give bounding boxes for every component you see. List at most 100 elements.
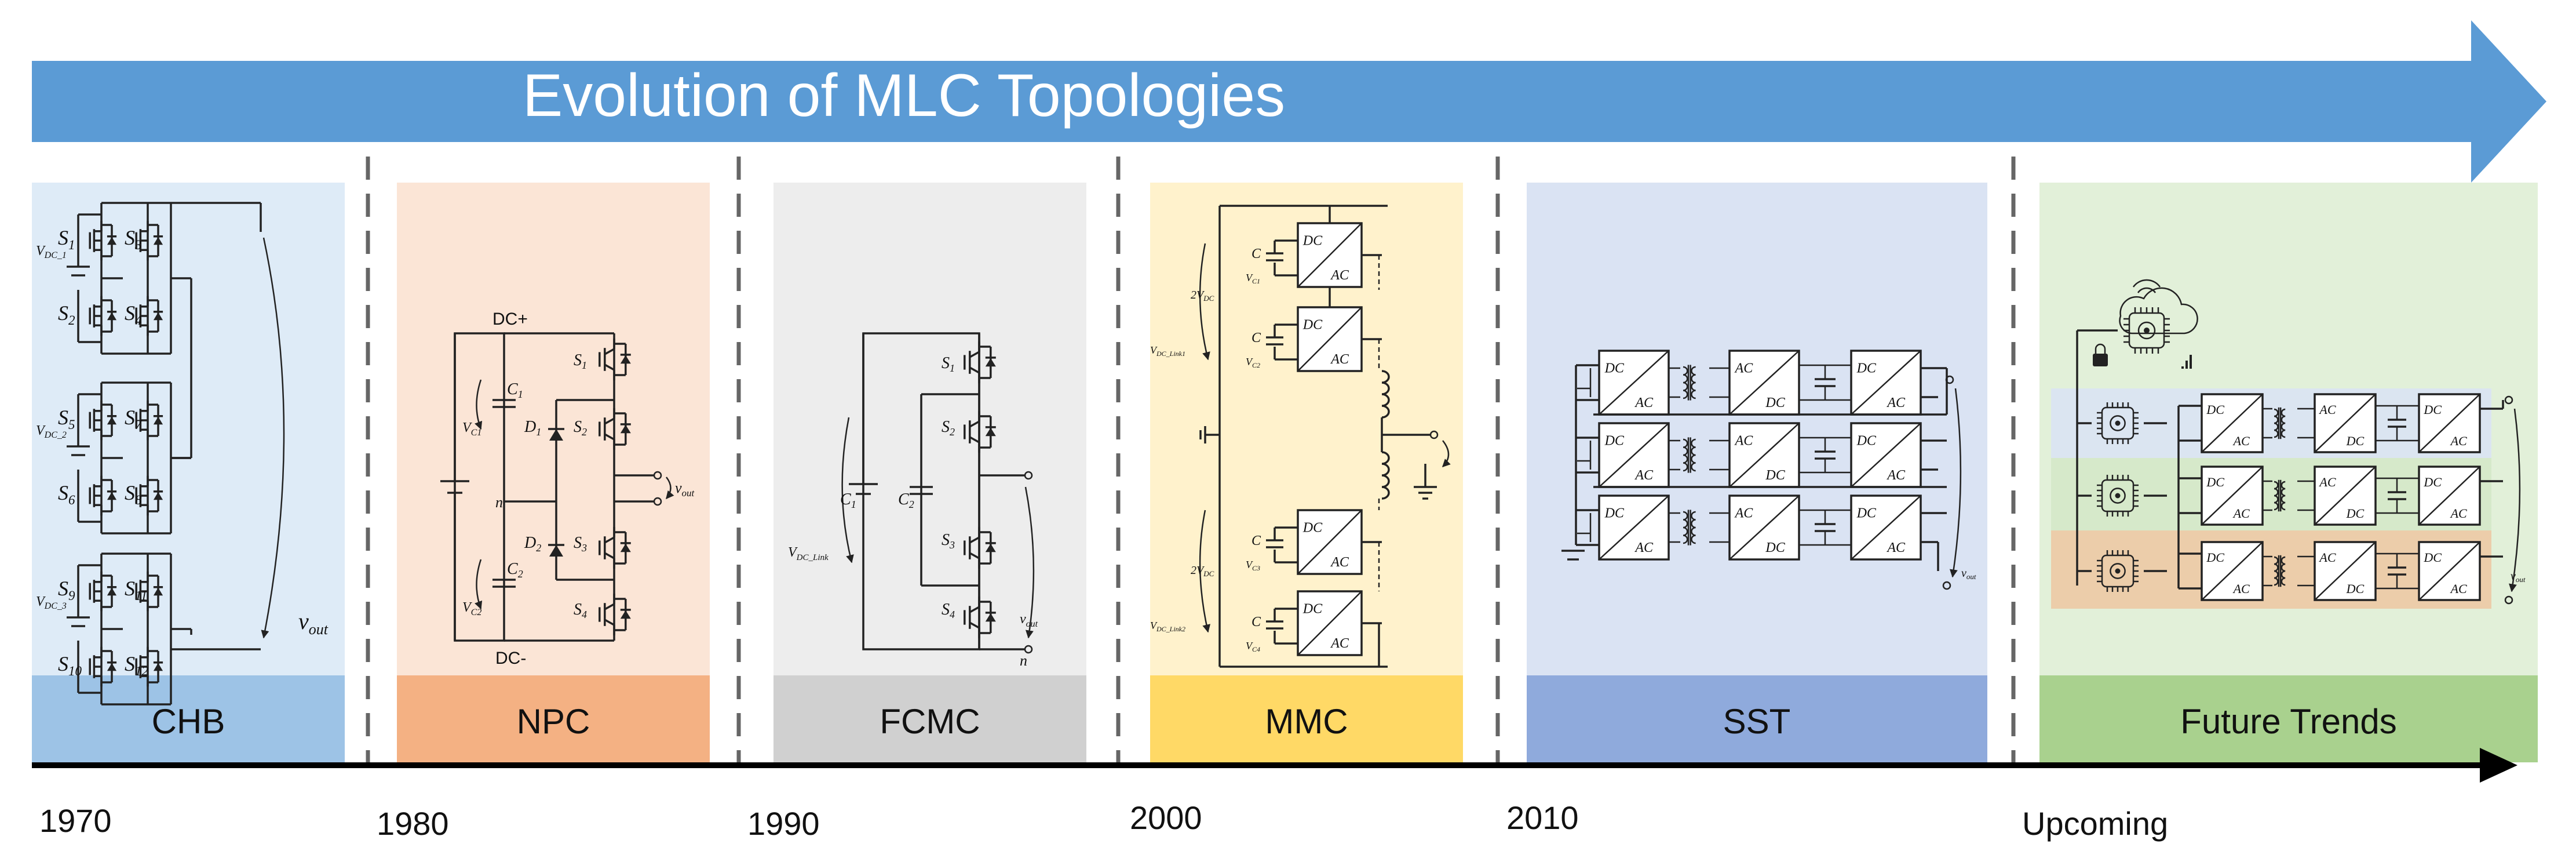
transformer-symbol <box>1683 437 1696 473</box>
converter-module: DC AC <box>2201 466 2264 526</box>
converter-module: DC AC <box>1297 306 1363 372</box>
converter-top-label: DC <box>2423 402 2442 417</box>
switch-symbol <box>89 296 117 336</box>
converter-module: DC AC <box>2201 393 2264 453</box>
svg-text:S2: S2 <box>942 418 955 438</box>
switch-symbol <box>135 571 163 612</box>
converter-module: DC AC <box>1598 350 1670 416</box>
npc-circuit: DC+ DC- n C1 C2 VC1 VC2 D1 D2 S1 S2 S3 S… <box>440 310 695 668</box>
converter-module: AC DC <box>2314 393 2377 453</box>
switch-symbol <box>89 646 117 687</box>
fcmc-band <box>773 675 1086 762</box>
svg-text:S1: S1 <box>942 354 955 374</box>
mmc-2vdc-label: 2VDC <box>1191 289 1214 303</box>
svg-text:S2: S2 <box>574 418 587 438</box>
panel-chb: CHB <box>32 183 345 762</box>
switch-symbol <box>964 597 996 638</box>
switch-symbol <box>89 571 117 612</box>
transformer-symbol <box>1683 510 1696 546</box>
mmc-circuit: DC AC C VC1 DC AC C VC2 DC AC C VC3 DC AC C VC4 2VDC 2VDC… <box>1150 205 1451 668</box>
converter-bottom-label: AC <box>1886 540 1906 555</box>
year-1970: 1970 <box>39 802 112 839</box>
converter-bottom-label: AC <box>1886 468 1906 483</box>
controller-chip-icon <box>2097 475 2139 517</box>
mmc-vcap-label: VC3 <box>1246 559 1260 572</box>
converter-module: DC AC <box>1297 590 1363 656</box>
converter-module: DC AC <box>1850 350 1922 416</box>
converter-top-label: DC <box>2206 475 2224 489</box>
switch-symbol <box>89 220 117 261</box>
transformer-symbol <box>2274 555 2286 587</box>
svg-text:D2: D2 <box>524 534 541 554</box>
converter-module: DC AC <box>1297 222 1363 288</box>
converter-top-label: DC <box>1604 506 1625 521</box>
svg-text:S3: S3 <box>574 534 587 554</box>
converter-bottom-label: AC <box>2450 434 2467 448</box>
future-label: Future Trends <box>2180 702 2397 741</box>
converter-top-label: AC <box>2318 550 2336 565</box>
converter-top-label: DC <box>1856 361 1877 376</box>
lock-icon <box>2093 354 2108 366</box>
chb-switch-label: S9 <box>58 577 75 603</box>
converter-bottom-label: AC <box>2232 506 2250 521</box>
npc-label: NPC <box>517 702 590 741</box>
converter-bottom-label: AC <box>1330 352 1349 367</box>
chb-switch-label: S1 <box>58 226 75 252</box>
sst-band <box>1527 675 1987 762</box>
converter-bottom-label: AC <box>1634 468 1654 483</box>
transformer-symbol <box>2274 407 2286 439</box>
switch-symbol <box>964 341 996 383</box>
converter-bottom-label: AC <box>1330 636 1349 651</box>
sst-circuit: DC AC AC DC DC AC DC AC AC DC DC AC DC AC AC DC DC AC vout <box>1561 350 1976 590</box>
era-separators <box>366 157 2016 762</box>
svg-text:S4: S4 <box>942 601 955 620</box>
svg-text:C2: C2 <box>507 560 523 580</box>
converter-module: DC AC <box>1598 495 1670 561</box>
converter-top-label: DC <box>1604 433 1625 448</box>
controller-chip-icon <box>2123 307 2170 354</box>
converter-top-label: DC <box>1302 520 1323 535</box>
converter-module: DC AC <box>1297 509 1363 575</box>
chb-switch-label: S7 <box>125 406 143 432</box>
npc-band <box>397 675 710 762</box>
svg-text:VC1: VC1 <box>462 420 481 438</box>
mmc-vlink-label: VDC_Link1 <box>1150 344 1185 358</box>
fcmc-label: FCMC <box>880 702 980 741</box>
converter-module: DC AC <box>2418 393 2481 453</box>
switch-symbol <box>89 475 117 516</box>
svg-text:vout: vout <box>1020 612 1038 629</box>
converter-module: DC AC <box>1850 495 1922 561</box>
title-arrow: Evolution of MLC Topologies <box>32 20 2546 183</box>
sst-vout-label: vout <box>1961 567 1976 581</box>
converter-module: AC DC <box>1728 350 1800 416</box>
converter-module: DC AC <box>1598 422 1670 488</box>
svg-text:S3: S3 <box>942 531 955 551</box>
switch-symbol <box>599 339 631 380</box>
converter-bottom-label: DC <box>1765 468 1785 483</box>
switch-symbol <box>964 527 996 569</box>
panel-fcmc: FCMC <box>773 183 1086 762</box>
switch-symbol <box>135 646 163 687</box>
chb-switch-label: S6 <box>58 481 75 507</box>
switch-symbol <box>599 527 631 569</box>
converter-module: AC DC <box>1728 422 1800 488</box>
converter-top-label: DC <box>2206 402 2224 417</box>
converter-top-label: DC <box>1302 317 1323 332</box>
converter-bottom-label: DC <box>2346 581 2365 596</box>
mmc-cap-label: C <box>1251 533 1261 548</box>
svg-text:C1: C1 <box>507 380 523 400</box>
switch-symbol <box>599 408 631 450</box>
chb-switch-label: S12 <box>125 652 148 678</box>
timeline: 1970 1980 1990 2000 2010 Upcoming <box>32 748 2517 842</box>
mmc-cap-label: C <box>1251 330 1261 346</box>
page-title: Evolution of MLC Topologies <box>523 62 1285 129</box>
controller-chip-icon <box>2097 550 2139 592</box>
svg-text:VDC_Link: VDC_Link <box>788 545 829 562</box>
mmc-cap-label: C <box>1251 615 1261 630</box>
future-band <box>2039 675 2538 762</box>
chb-switch-label: S3 <box>125 226 142 252</box>
mmc-cap-label: C <box>1251 246 1261 261</box>
mmc-label: MMC <box>1265 702 1348 741</box>
sst-label: SST <box>1723 702 1791 741</box>
